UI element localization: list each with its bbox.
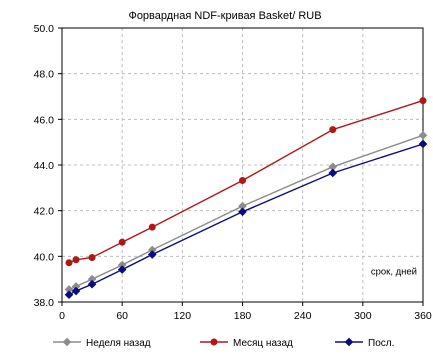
legend: Неделя назад Месяц назад Посл.	[53, 337, 394, 349]
x-tick-label: 360	[414, 310, 432, 322]
data-point	[88, 253, 96, 261]
data-point	[71, 286, 81, 296]
legend-label: Неделя назад	[86, 338, 151, 349]
series-2	[64, 139, 428, 300]
series-1	[65, 97, 427, 267]
legend-marker	[210, 338, 218, 346]
x-tick-label: 240	[294, 310, 312, 322]
legend-entry-2: Посл.	[335, 337, 394, 349]
data-point	[72, 256, 80, 264]
data-point	[64, 290, 74, 300]
data-point	[329, 126, 337, 134]
y-tick-label: 44.0	[34, 160, 55, 172]
data-point	[328, 168, 338, 178]
chart-title: Форвардная NDF-кривая Basket/ RUB	[128, 10, 321, 22]
tick-layer: 0 60 120 180 240 300 360 38.0 40.0 42.0 44.0 46.0 48…	[34, 23, 432, 322]
x-tick-label: 0	[59, 310, 65, 322]
y-tick-label: 50.0	[34, 23, 55, 35]
legend-entry-0: Неделя назад	[53, 337, 151, 349]
series-0	[64, 131, 428, 294]
legend-label: Посл.	[368, 338, 394, 349]
y-tick-label: 40.0	[34, 251, 55, 263]
data-point	[418, 139, 428, 149]
legend-marker	[62, 337, 72, 347]
y-tick-label: 38.0	[34, 297, 55, 309]
x-tick-label: 60	[116, 310, 128, 322]
data-point	[419, 97, 427, 105]
legend-entry-1: Месяц назад	[200, 338, 293, 349]
data-point	[147, 250, 157, 259]
data-point	[238, 207, 247, 217]
data-point	[239, 177, 246, 185]
data-point	[87, 279, 97, 289]
data-point	[118, 238, 126, 246]
axis-annotation: срок, дней	[371, 267, 417, 278]
y-tick-label: 42.0	[34, 206, 55, 218]
data-point	[148, 223, 156, 231]
x-tick-label: 180	[234, 310, 252, 322]
legend-label: Месяц назад	[233, 338, 293, 349]
x-tick-label: 120	[174, 310, 192, 322]
series-layer	[64, 97, 428, 300]
y-tick-label: 46.0	[34, 114, 55, 126]
data-point	[117, 265, 127, 274]
data-point	[65, 259, 73, 267]
data-point	[418, 131, 428, 140]
x-tick-label: 300	[354, 310, 372, 322]
legend-marker	[344, 337, 354, 347]
y-tick-label: 48.0	[34, 69, 55, 81]
